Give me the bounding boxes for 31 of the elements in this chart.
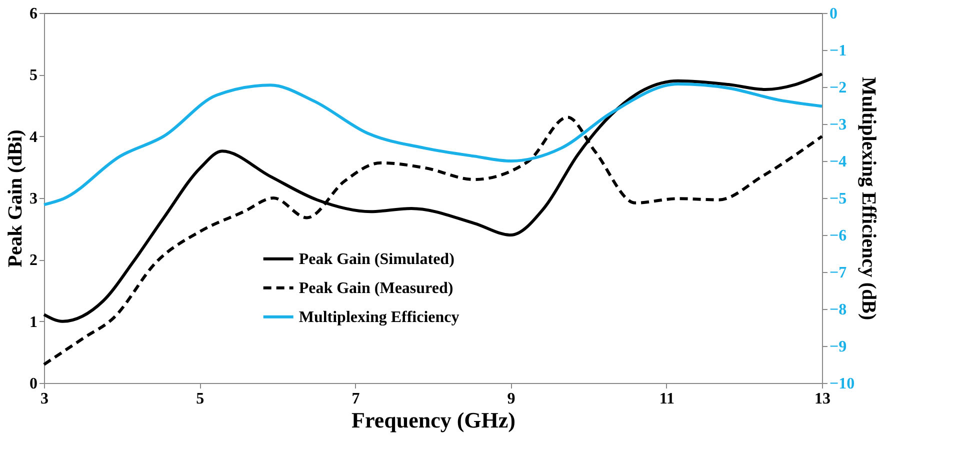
y-tick-label: 4 xyxy=(30,128,38,146)
legend-label: Multiplexing Efficiency xyxy=(298,308,460,326)
y2-tick-label: 0 xyxy=(830,6,838,22)
y2-axis-title: Multiplexing Efficiency (dB) xyxy=(858,76,880,320)
y-tick-label: 5 xyxy=(30,67,38,84)
y2-tick-label: −7 xyxy=(830,264,847,282)
y2-tick-label: −4 xyxy=(830,154,847,170)
y2-tick-label: −9 xyxy=(830,338,847,356)
y2-tick-label: −5 xyxy=(830,190,847,208)
legend-label: Peak Gain (Measured) xyxy=(298,280,454,297)
y-tick-label: 2 xyxy=(30,252,38,270)
x-tick-label: 13 xyxy=(814,390,830,408)
y2-tick-label: −1 xyxy=(830,42,847,60)
y-tick-label: 1 xyxy=(30,314,38,331)
x-tick-label: 3 xyxy=(40,390,48,408)
x-tick-label: 11 xyxy=(659,390,674,408)
y2-tick-label: −10 xyxy=(830,376,855,392)
x-tick-label: 5 xyxy=(196,390,204,408)
y-tick-label: 3 xyxy=(30,190,38,208)
y2-tick-label: −8 xyxy=(830,302,847,318)
x-tick-label: 7 xyxy=(352,390,360,408)
y2-tick-label: −6 xyxy=(830,228,847,244)
y-tick-label: 0 xyxy=(30,376,38,392)
y-tick-label: 6 xyxy=(30,6,38,22)
x-axis-title: Frequency (GHz) xyxy=(352,408,516,432)
legend-label: Peak Gain (Simulated) xyxy=(298,250,454,268)
x-tick-label: 9 xyxy=(507,390,516,408)
y-axis-title: Peak Gain (dBi) xyxy=(4,130,26,268)
line-series xyxy=(42,82,824,206)
y2-tick-label: −3 xyxy=(830,116,847,134)
y2-tick-label: −2 xyxy=(830,80,847,96)
